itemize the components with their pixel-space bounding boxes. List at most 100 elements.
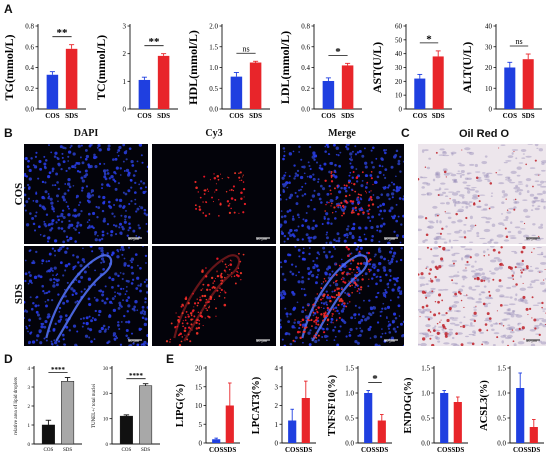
- tissue-cell: [457, 208, 465, 213]
- nucleus: [118, 304, 122, 307]
- tissue-cell: [488, 270, 492, 273]
- tunel-signal: [200, 289, 203, 291]
- nucleus: [24, 172, 27, 176]
- nucleus: [283, 174, 286, 177]
- nucleus: [299, 175, 304, 180]
- tissue-cell: [454, 323, 460, 327]
- nucleus: [38, 225, 41, 229]
- tissue-cell: [434, 213, 437, 217]
- nucleus: [114, 272, 118, 276]
- tissue-cell: [451, 282, 459, 284]
- nucleus: [381, 202, 386, 206]
- tissue-cell: [466, 177, 472, 180]
- tunel-signal: [186, 322, 189, 325]
- nucleus: [89, 328, 93, 332]
- tissue-cell: [453, 300, 460, 304]
- tunel-signal: [341, 214, 343, 217]
- tissue-cell: [432, 326, 436, 330]
- tissue-cell: [542, 190, 546, 195]
- nucleus: [139, 186, 143, 190]
- nucleus: [283, 259, 287, 263]
- nucleus: [90, 191, 93, 194]
- tissue-cell: [468, 201, 473, 204]
- tunel-signal: [215, 290, 217, 292]
- nucleus: [367, 327, 371, 332]
- tunel-signal: [313, 306, 315, 308]
- nucleus: [62, 240, 66, 244]
- nucleus: [145, 223, 148, 225]
- nucleus: [125, 334, 128, 337]
- tunel-signal: [220, 288, 223, 291]
- y-tick-label: 20: [103, 392, 109, 397]
- nucleus: [302, 341, 304, 344]
- tissue-cell: [470, 187, 477, 189]
- lipid-droplet: [533, 248, 535, 250]
- tunel-signal: [169, 338, 172, 341]
- nucleus: [47, 175, 51, 179]
- nucleus: [69, 146, 72, 149]
- nucleus: [53, 239, 58, 243]
- y-tick-label: 2.0: [209, 23, 218, 31]
- nucleus: [303, 293, 307, 297]
- tissue-cell: [418, 228, 423, 232]
- category-label: SDS: [157, 112, 170, 120]
- tunel-signal: [334, 289, 337, 292]
- scale-label-5: 50 μm: [256, 338, 268, 343]
- nucleus: [27, 271, 31, 274]
- nucleus: [345, 144, 348, 146]
- nucleus: [323, 162, 327, 166]
- tunel-signal: [342, 280, 345, 283]
- y-tick-label: 1: [275, 421, 279, 429]
- nucleus: [352, 222, 356, 226]
- tissue-cell: [449, 316, 455, 320]
- nucleus: [118, 327, 121, 331]
- nucleus: [399, 291, 403, 295]
- nucleus: [88, 315, 91, 318]
- nucleus: [328, 170, 331, 174]
- tissue-cell: [522, 153, 525, 155]
- tunel-signal: [209, 296, 213, 299]
- tissue-cell: [453, 179, 457, 183]
- nucleus: [127, 246, 131, 249]
- tissue-cell: [541, 319, 546, 323]
- nucleus: [32, 301, 35, 305]
- tunel-signal: [368, 278, 370, 280]
- tunel-signal: [320, 287, 323, 290]
- category-label: COS: [229, 112, 244, 120]
- nucleus: [29, 212, 32, 215]
- nucleus: [50, 222, 54, 226]
- nucleus: [387, 327, 391, 330]
- nucleus: [325, 212, 329, 216]
- nucleus: [312, 259, 315, 263]
- nucleus: [76, 213, 81, 217]
- panel-label-e: E: [166, 352, 175, 366]
- tissue-cell: [512, 199, 516, 201]
- tissue-cell: [456, 332, 463, 335]
- tissue-cell: [491, 223, 496, 227]
- nucleus: [306, 267, 311, 271]
- tunel-signal: [205, 288, 209, 291]
- tissue-cell: [453, 344, 460, 346]
- nucleus: [319, 184, 323, 188]
- nucleus: [324, 150, 327, 153]
- nucleus: [310, 199, 313, 202]
- tissue-cell: [435, 278, 441, 282]
- tunel-signal: [319, 298, 323, 301]
- tunel-signal: [349, 301, 351, 303]
- tissue-cell: [486, 277, 491, 280]
- tunel-signal: [336, 288, 338, 291]
- nucleus: [101, 230, 105, 234]
- nucleus: [125, 150, 128, 153]
- nucleus: [395, 260, 398, 263]
- significance-label: ns: [242, 44, 249, 53]
- nucleus: [35, 192, 38, 195]
- tunel-signal: [215, 307, 217, 310]
- nucleus: [345, 335, 348, 338]
- nucleus: [395, 203, 398, 206]
- nucleus: [390, 247, 394, 250]
- nucleus: [127, 304, 131, 308]
- tunel-signal: [305, 326, 308, 329]
- nucleus: [360, 184, 364, 188]
- col-title-oil-red: Oil Red O: [458, 128, 510, 140]
- tissue-cell: [501, 340, 505, 344]
